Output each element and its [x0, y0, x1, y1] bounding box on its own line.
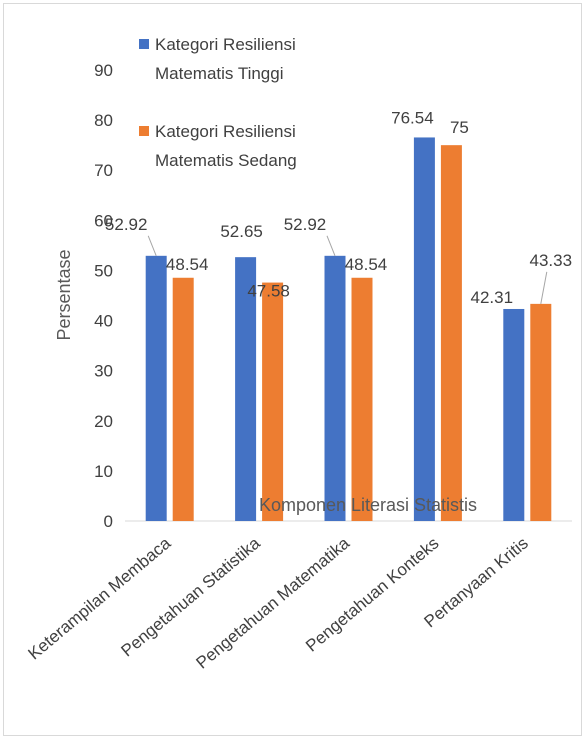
legend: Kategori Resiliensi Matematis Tinggi Kateg… [139, 35, 297, 170]
data-label: 48.54 [166, 255, 209, 274]
data-label: 47.58 [247, 282, 290, 301]
data-label: 75 [450, 118, 469, 137]
bar-sedang [440, 145, 462, 521]
y-tick-label: 50 [94, 261, 113, 280]
bar-sedang [262, 282, 284, 521]
y-tick-label: 20 [94, 412, 113, 431]
y-tick-label: 80 [94, 111, 113, 130]
data-label: 48.54 [345, 255, 388, 274]
data-label: 52.92 [284, 215, 327, 234]
y-axis-title: Persentase [54, 249, 74, 340]
y-tick-label: 60 [94, 211, 113, 230]
data-label: 52.65 [220, 222, 263, 241]
bar-tinggi [235, 257, 257, 521]
bar-sedang [351, 277, 373, 521]
bar-tinggi [324, 255, 346, 521]
leader-line [147, 235, 157, 256]
y-tick-label: 40 [94, 312, 113, 331]
bar-sedang [172, 277, 194, 521]
data-label: 43.33 [530, 251, 573, 270]
y-axis-ticks: 0 10 20 30 40 50 60 70 80 90 [94, 61, 113, 531]
data-label: 42.31 [471, 288, 514, 307]
data-labels: 52.92 48.54 52.65 47.58 52.92 48.54 76.54 75 42.… [105, 108, 572, 307]
legend-swatch [139, 126, 149, 136]
bar-tinggi [413, 137, 435, 521]
bar-tinggi [145, 255, 167, 521]
leader-line [326, 235, 336, 256]
x-tick-label: Keterampilan Membaca [25, 533, 175, 663]
y-tick-label: 90 [94, 61, 113, 80]
y-tick-label: 30 [94, 362, 113, 381]
bar-tinggi [503, 308, 525, 521]
legend-label: Kategori Resiliensi [155, 35, 296, 54]
data-label-leaders [147, 235, 548, 304]
data-label: 76.54 [391, 108, 434, 127]
legend-label: Matematis Sedang [155, 151, 297, 170]
legend-label: Matematis Tinggi [155, 64, 284, 83]
x-tick-label: Pengetahuan Matematika [192, 533, 353, 672]
y-tick-label: 10 [94, 462, 113, 481]
y-tick-label: 70 [94, 161, 113, 180]
bar-sedang [530, 303, 552, 521]
data-label: 52.92 [105, 215, 148, 234]
legend-swatch [139, 39, 149, 49]
x-axis-title: Komponen Literasi Statistis [259, 495, 477, 515]
bars [145, 137, 552, 521]
legend-label: Kategori Resiliensi [155, 122, 296, 141]
y-tick-label: 0 [104, 512, 113, 531]
leader-line [540, 271, 548, 304]
chart-frame [3, 3, 582, 736]
